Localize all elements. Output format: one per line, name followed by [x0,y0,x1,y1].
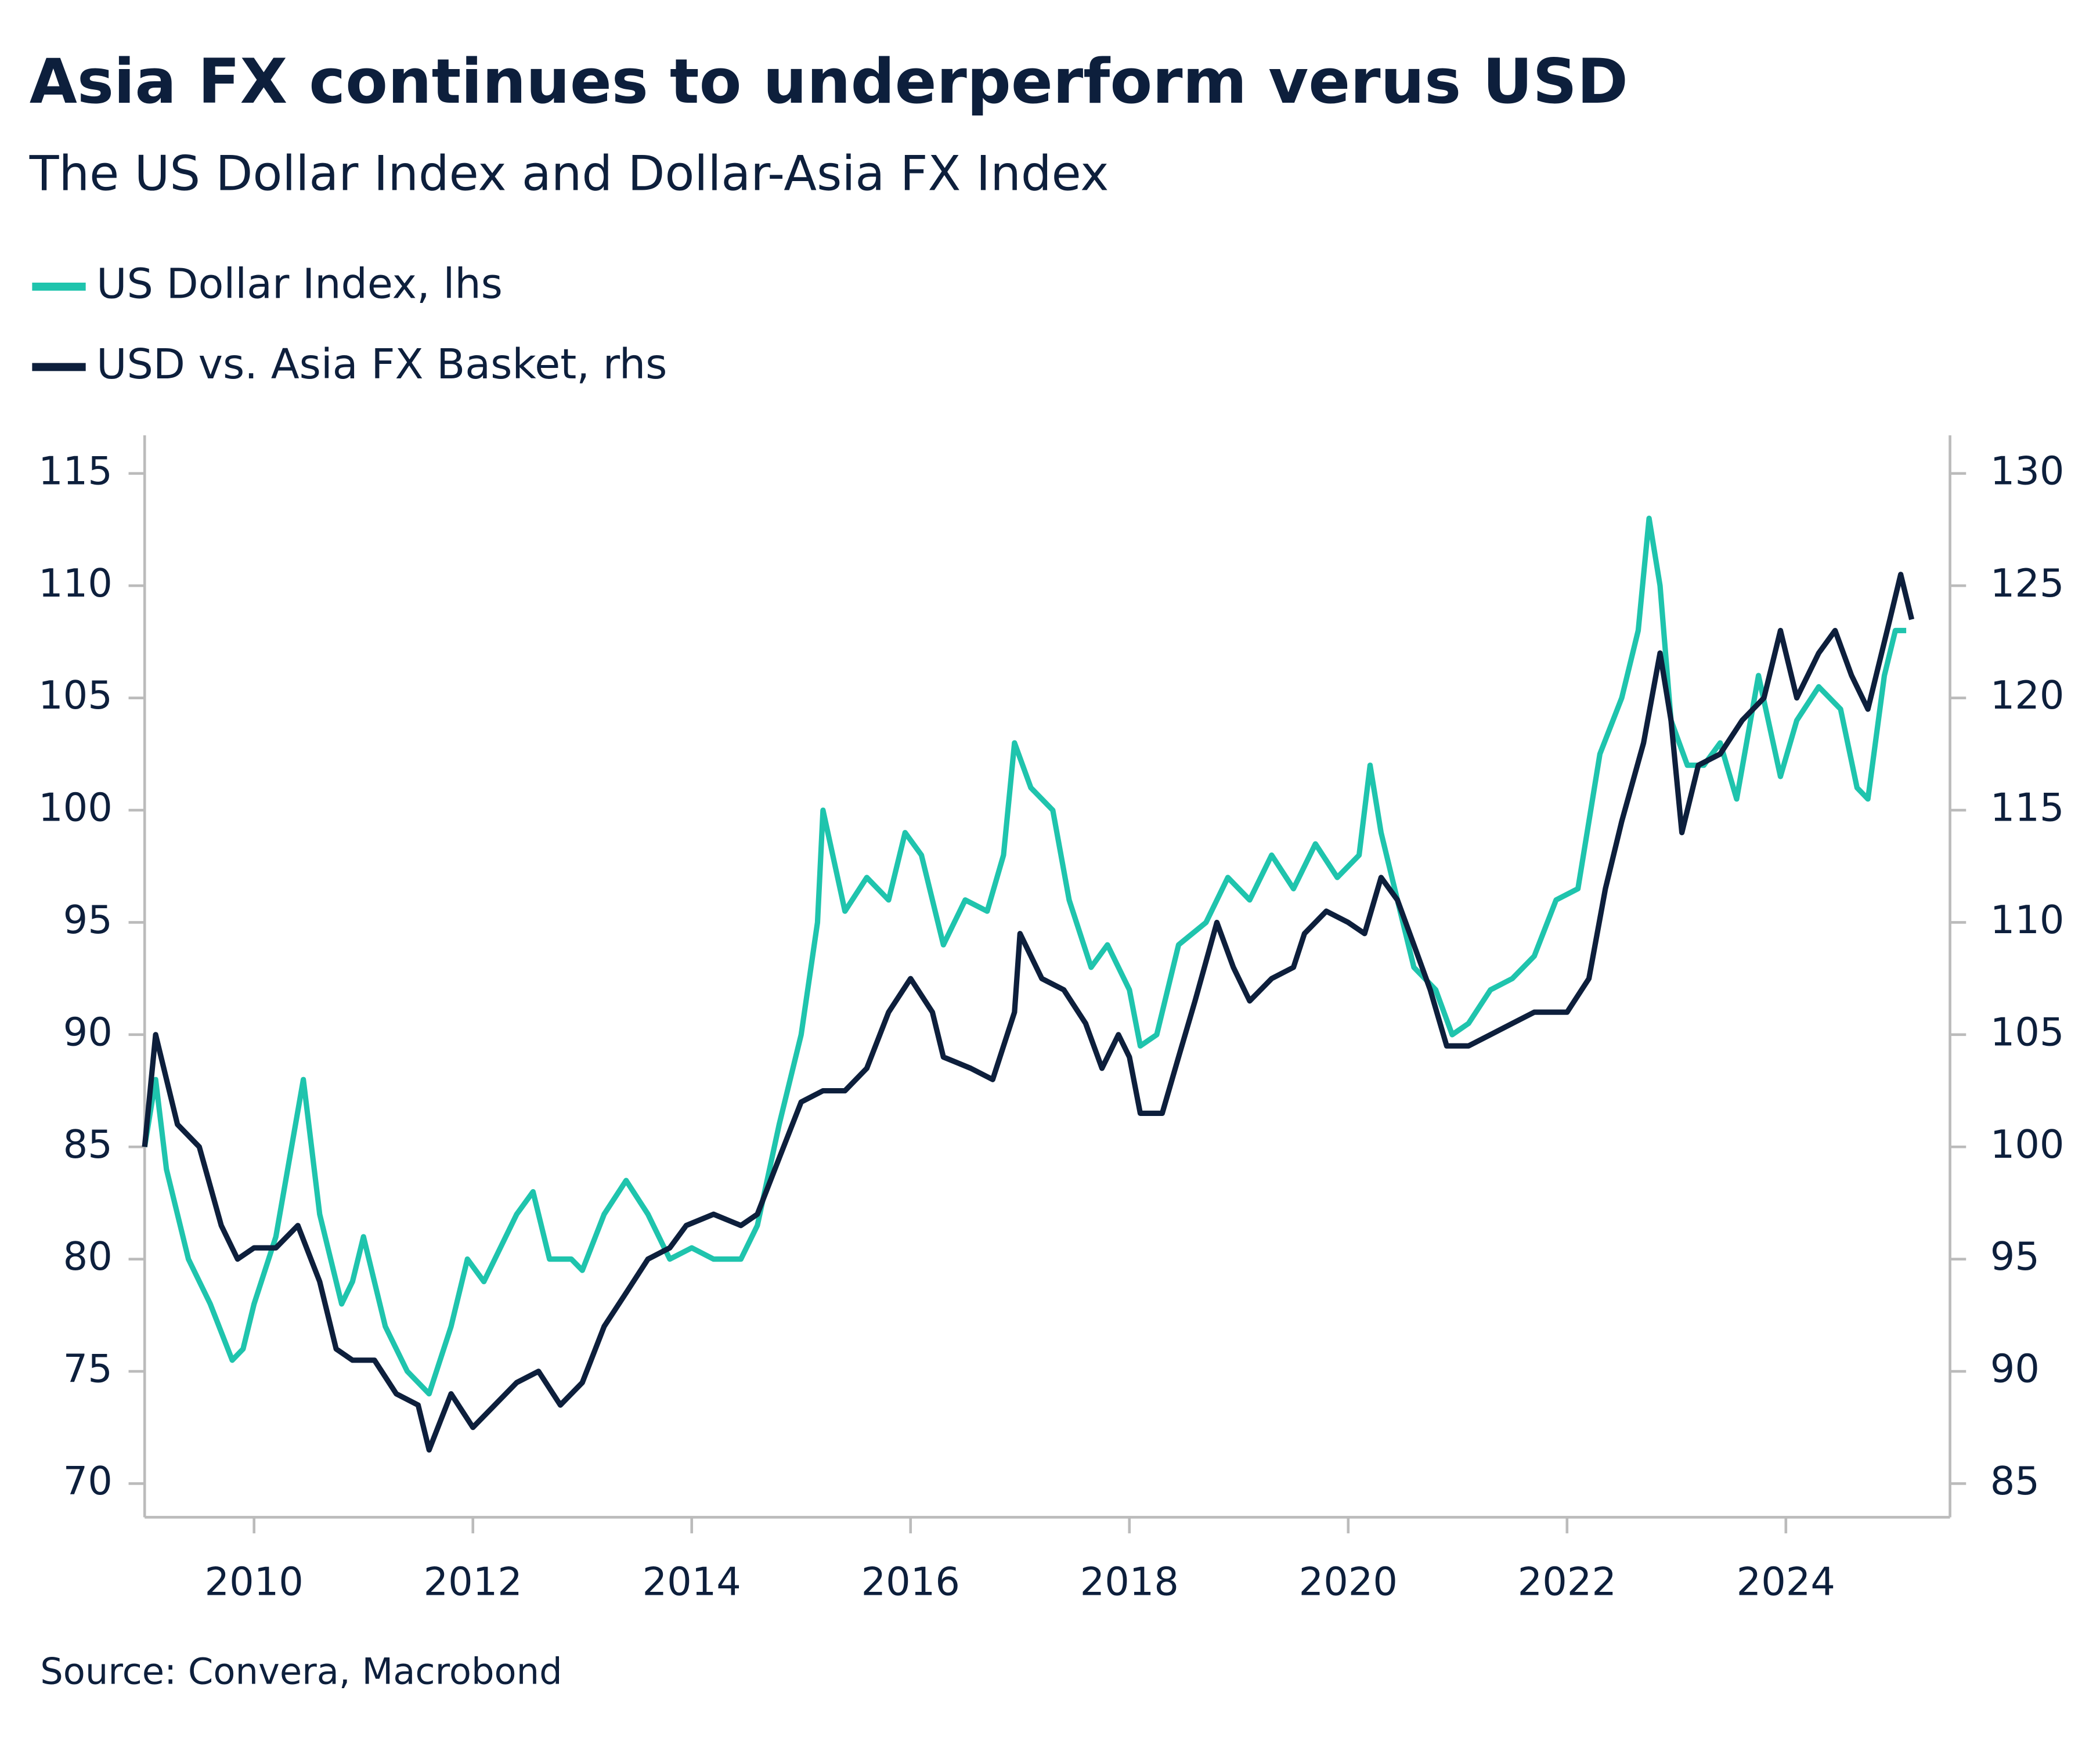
legend-label: USD vs. Asia FX Basket, rhs [96,340,667,388]
y-tick-label: 75 [63,1346,113,1392]
y2-tick-label: 85 [1990,1458,2040,1504]
x-tick-label: 2024 [1737,1559,1835,1604]
series-line [142,572,1915,1453]
y-tick-label: 70 [63,1458,113,1504]
y2-tick-label: 90 [1990,1346,2040,1392]
y-tick-label: 95 [63,897,113,942]
y-tick-label: 85 [63,1122,113,1167]
y2-tick-label: 120 [1990,673,2065,718]
x-tick-label: 2010 [205,1559,304,1604]
y-tick-label: 100 [38,785,113,830]
series-line [142,515,1907,1397]
y2-tick-label: 110 [1990,897,2065,942]
y-tick-label: 80 [63,1234,113,1279]
y-tick-label: 105 [38,673,113,718]
x-tick-label: 2014 [643,1559,741,1604]
chart-subtitle: The US Dollar Index and Dollar-Asia FX I… [29,146,1109,202]
x-tick-label: 2022 [1518,1559,1617,1604]
legend-label: US Dollar Index, lhs [96,260,503,308]
y-tick-label: 115 [38,448,113,493]
y2-tick-label: 130 [1990,448,2065,493]
x-tick-label: 2016 [861,1559,960,1604]
y-tick-label: 90 [63,1009,113,1054]
y2-tick-label: 125 [1990,561,2065,606]
x-tick-label: 2018 [1080,1559,1179,1604]
x-tick-label: 2012 [424,1559,522,1604]
y2-tick-label: 115 [1990,785,2065,830]
chart-title: Asia FX continues to underperform verus … [30,46,1628,118]
source-note: Source: Convera, Macrobond [40,1650,562,1693]
y2-tick-label: 105 [1990,1009,2065,1054]
y2-tick-label: 95 [1990,1234,2040,1279]
y2-tick-label: 100 [1990,1122,2065,1167]
y-tick-label: 110 [38,561,113,606]
x-tick-label: 2020 [1299,1559,1398,1604]
